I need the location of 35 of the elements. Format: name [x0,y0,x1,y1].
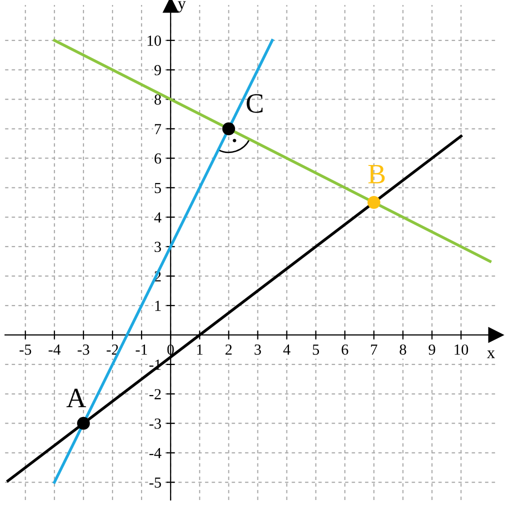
y-tick-label: 5 [154,182,161,194]
y-tick-label: 10 [148,36,161,46]
y-tick-label: -5 [149,478,161,488]
x-tick-label: 1 [197,344,203,355]
y-tick-label: -3 [149,418,161,429]
point [222,122,236,136]
x-axis-title: x [486,350,495,358]
point [77,416,90,430]
y-tick-label: -4 [149,448,162,458]
x-tick-label: -4 [48,344,61,355]
y-tick-label: 3 [154,242,161,252]
x-tick-label: -1 [136,344,148,355]
y-tick-label: 4 [154,212,162,222]
x-tick-label: -3 [78,344,90,355]
y-tick-label: 9 [154,65,161,76]
x-tick-label: 3 [254,344,261,355]
x-tick-label: 9 [428,344,436,355]
x-tick-label: 5 [312,344,320,355]
point [367,196,380,209]
annotation: C [246,94,263,113]
y-tick-label: 8 [154,94,161,105]
x-tick-label: 8 [400,344,406,355]
y-tick-label: 7 [154,124,162,134]
x-tick-label: 2 [226,344,232,355]
x-tick-label: 10 [454,344,468,355]
y-tick-label: 1 [155,300,161,311]
x-tick-label: 4 [283,344,290,355]
annotation: B [368,165,385,184]
y-axis-title: y [178,1,186,12]
x-tick-label: 7 [371,344,378,355]
x-tick-label: -5 [20,344,32,355]
y-tick-label: -2 [149,389,161,400]
x-tick-label: 6 [342,344,348,355]
annotation: A [66,388,86,408]
y-tick-label: 6 [154,153,162,164]
